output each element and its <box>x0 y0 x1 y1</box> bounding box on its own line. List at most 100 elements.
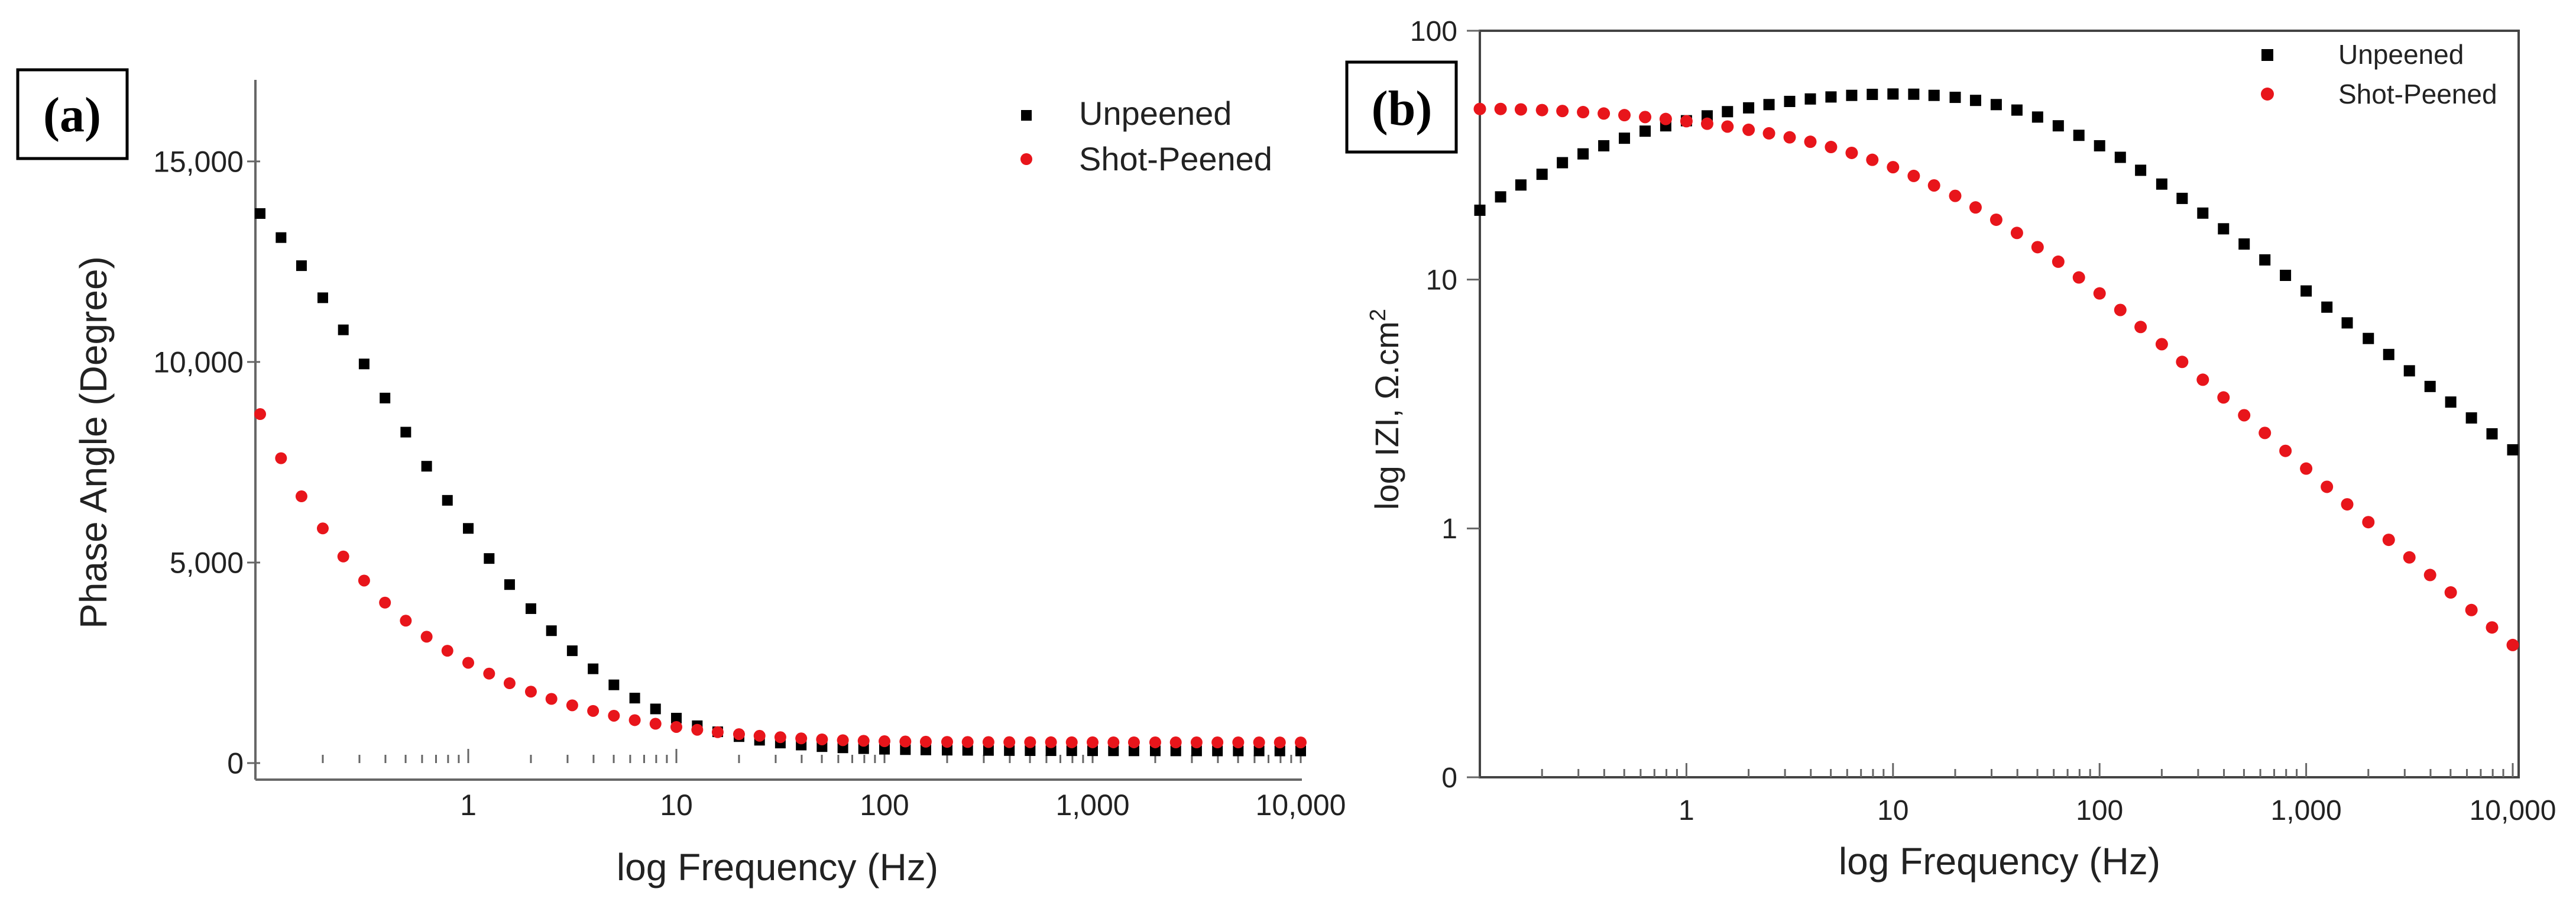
y-tick-label: 10,000 <box>153 345 244 379</box>
data-point <box>629 693 640 704</box>
data-point <box>2486 428 2498 440</box>
data-point <box>525 603 536 614</box>
data-point <box>2259 426 2272 440</box>
data-point <box>2031 241 2044 254</box>
data-point <box>2445 396 2457 408</box>
data-point <box>1846 89 1858 101</box>
data-point <box>1232 736 1245 749</box>
data-point <box>1128 745 1139 757</box>
legend-marker-unpeened-b <box>2261 49 2273 61</box>
legend-b: Unpeened Shot-Peened <box>2261 39 2497 109</box>
data-point <box>2321 301 2333 313</box>
data-point <box>1127 736 1140 748</box>
panel-b: (b) 1 10 100 1,000 10,000 0 1 10 100 log Freque… <box>1345 16 2556 883</box>
data-point <box>1233 745 1244 757</box>
data-point <box>1598 107 1611 120</box>
data-point <box>941 745 952 756</box>
data-point <box>255 208 265 219</box>
data-point <box>1784 95 1796 107</box>
data-point <box>1108 745 1119 757</box>
data-point <box>671 713 682 724</box>
data-point <box>1742 123 1755 136</box>
data-point <box>1949 189 1962 202</box>
data-point <box>1107 736 1120 748</box>
data-point <box>316 522 329 535</box>
data-point <box>900 744 911 755</box>
data-point <box>628 714 641 726</box>
data-point <box>463 523 474 534</box>
data-point <box>1969 201 1982 214</box>
data-point <box>1514 103 1527 116</box>
data-point <box>670 720 682 733</box>
data-point <box>421 461 432 472</box>
data-point <box>983 745 994 756</box>
data-point <box>1722 106 1733 118</box>
legend-a: Unpeened Shot-Peened <box>1020 95 1272 177</box>
legend-label-shot-peened-a: Shot-Peened <box>1079 140 1272 177</box>
data-point <box>1721 120 1734 133</box>
data-point <box>1211 736 1224 749</box>
data-point <box>2363 332 2374 344</box>
data-point <box>2486 621 2499 634</box>
data-point <box>795 732 808 745</box>
plot-frame-b <box>1479 30 2520 778</box>
data-point <box>649 718 662 730</box>
data-point <box>2383 348 2394 360</box>
x-tick-label: 10 <box>1877 795 1908 826</box>
x-tick-label: 10,000 <box>1256 789 1346 822</box>
data-point <box>879 744 890 755</box>
data-point <box>899 735 912 748</box>
data-point <box>1557 157 1569 169</box>
y-ticks-b: 0 1 10 100 <box>1410 16 1480 794</box>
data-point <box>337 550 349 563</box>
y-tick-label: 1 <box>1441 513 1457 545</box>
data-point <box>2362 516 2375 529</box>
x-tick-label: 1,000 <box>2271 795 2342 826</box>
data-point <box>2031 111 2043 123</box>
data-point <box>1169 736 1182 749</box>
data-point <box>441 645 453 657</box>
x-tick-label: 1,000 <box>1055 789 1129 822</box>
data-point <box>1680 115 1693 128</box>
x-axis-title-b: log Frequency (Hz) <box>1839 840 2160 883</box>
data-point <box>2073 130 2085 141</box>
data-point <box>400 426 411 438</box>
data-point <box>691 723 704 736</box>
data-point <box>275 452 287 464</box>
data-point <box>588 663 599 674</box>
y-axis-title-a: Phase Angle (Degree) <box>72 256 115 629</box>
data-point <box>2114 303 2127 316</box>
data-point <box>1825 141 1838 154</box>
data-point <box>566 645 578 657</box>
data-point <box>1867 89 1878 101</box>
data-point <box>1003 736 1016 748</box>
data-point <box>484 553 495 564</box>
data-point <box>1783 131 1796 144</box>
data-point <box>2424 380 2436 392</box>
data-point <box>774 731 786 744</box>
data-point <box>2218 223 2230 235</box>
x-ticks-a: 1 10 100 1,000 10,000 <box>460 749 1346 822</box>
data-point <box>1763 99 1775 111</box>
data-point <box>711 726 724 738</box>
legend-marker-shot-peened-a <box>1020 153 1032 165</box>
data-point <box>1190 736 1203 749</box>
data-point <box>941 736 953 748</box>
data-point <box>1845 146 1858 159</box>
data-point <box>2300 462 2313 475</box>
data-point <box>546 625 557 636</box>
data-point <box>503 677 516 690</box>
data-point <box>2465 603 2478 616</box>
data-point <box>608 679 620 690</box>
data-point <box>254 408 266 421</box>
data-point <box>462 657 474 669</box>
data-point <box>379 596 391 609</box>
data-point <box>1474 204 1486 216</box>
data-point <box>2197 207 2209 219</box>
data-point <box>753 729 766 742</box>
data-point <box>2259 254 2271 266</box>
data-point <box>2094 140 2105 151</box>
data-point <box>358 358 370 370</box>
data-point <box>2114 151 2126 163</box>
data-point <box>2134 321 2147 334</box>
